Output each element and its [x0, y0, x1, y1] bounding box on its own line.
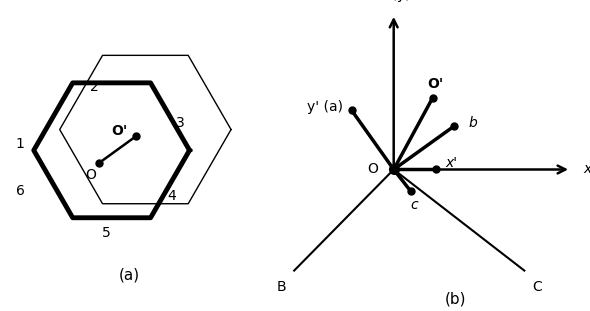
Text: A(y): A(y)	[382, 0, 411, 2]
Text: 2: 2	[90, 80, 99, 94]
Text: 1: 1	[15, 137, 24, 151]
Text: 4: 4	[167, 189, 176, 203]
Text: y' (a): y' (a)	[307, 100, 343, 114]
Text: b: b	[468, 116, 477, 130]
Text: (b): (b)	[445, 291, 467, 306]
Text: (a): (a)	[119, 267, 140, 282]
Text: O: O	[367, 162, 378, 177]
Text: O': O'	[112, 124, 127, 138]
Text: B: B	[277, 280, 287, 294]
Text: O': O'	[428, 77, 444, 91]
Text: 3: 3	[176, 116, 185, 130]
Text: x: x	[584, 162, 590, 177]
Text: 5: 5	[102, 226, 111, 240]
Text: x': x'	[445, 156, 457, 170]
Text: O: O	[86, 168, 96, 182]
Text: c: c	[410, 198, 418, 212]
Text: C: C	[532, 280, 542, 294]
Text: 6: 6	[16, 183, 25, 197]
